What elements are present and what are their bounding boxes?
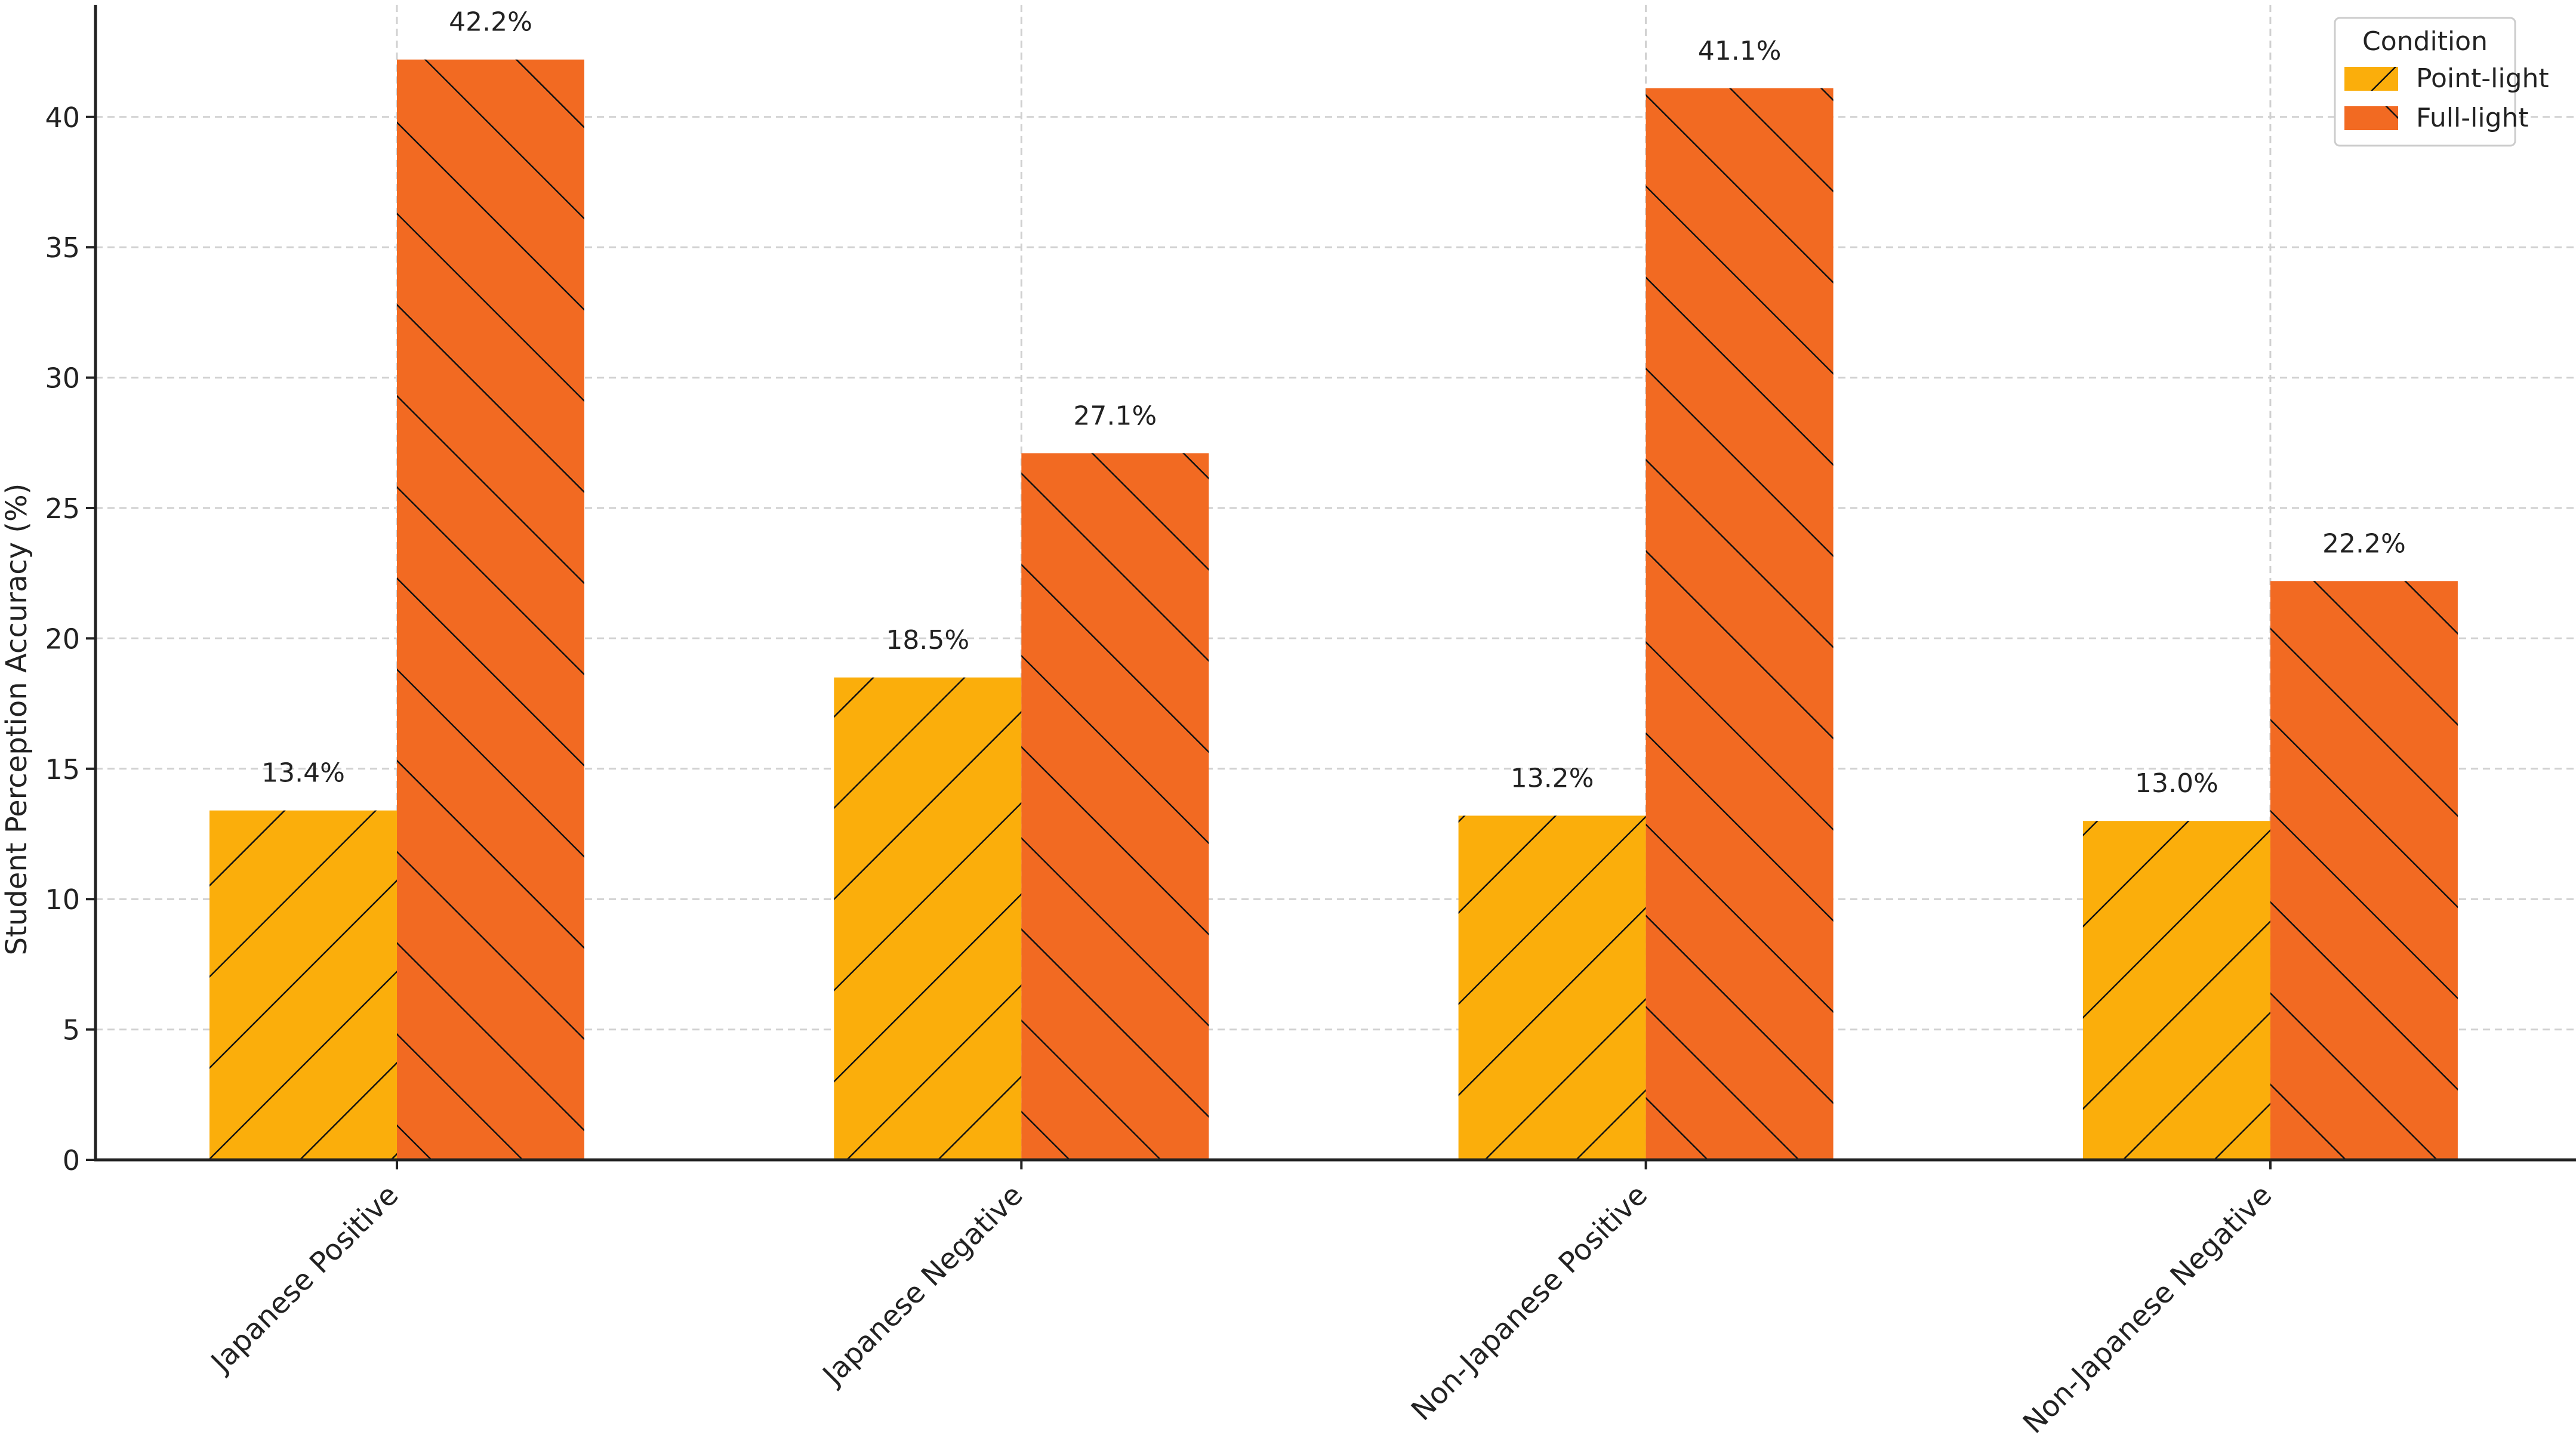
x-tick-label: Non-Japanese Positive [1405, 1178, 1654, 1427]
x-tick-label: Japanese Negative [815, 1178, 1030, 1393]
y-tick-label: 15 [45, 753, 80, 786]
y-tick-label: 20 [45, 623, 80, 655]
legend: Condition Point-light Full-light [2334, 17, 2549, 147]
data-label: 13.2% [1511, 763, 1594, 793]
y-tick-label: 30 [45, 362, 80, 395]
axes: Student Perception Accuracy (%) 0 5 10 15 20… [0, 5, 2576, 1440]
legend-title: Condition [2362, 26, 2488, 57]
y-tick-label: 40 [45, 101, 80, 134]
data-label: 27.1% [1073, 401, 1157, 431]
data-label: 13.4% [261, 758, 345, 789]
legend-label: Point-light [2416, 63, 2549, 94]
bars [209, 59, 2458, 1160]
y-tick-label: 0 [63, 1144, 80, 1177]
x-tick-label: Japanese Positive [204, 1178, 405, 1380]
legend-label: Full-light [2416, 103, 2529, 133]
legend-swatch-hatch [2344, 67, 2398, 91]
legend-swatch-hatch [2344, 106, 2398, 130]
bar-hatch [209, 810, 397, 1160]
y-tick-label: 25 [45, 492, 80, 525]
bar-hatch [1021, 453, 1209, 1160]
y-tick-label: 10 [45, 883, 80, 916]
bar-hatch [1458, 815, 1646, 1160]
bar-hatch [2082, 821, 2270, 1160]
bar-hatch [1646, 88, 1834, 1160]
x-tick-label: Non-Japanese Negative [2017, 1178, 2279, 1440]
data-label: 18.5% [886, 625, 969, 655]
y-tick-label: 35 [45, 232, 80, 264]
bar-hatch [2270, 581, 2458, 1160]
y-axis-title: Student Perception Accuracy (%) [0, 484, 33, 956]
data-label: 22.2% [2322, 528, 2406, 559]
y-tick-label: 5 [63, 1014, 80, 1046]
data-labels: 13.4% 18.5% 13.2% 13.0% 42.2% 27.1% 41.1% 22.2% [261, 7, 2406, 799]
data-label: 13.0% [2135, 768, 2218, 799]
bar-hatch [397, 59, 584, 1160]
data-label: 42.2% [449, 7, 532, 38]
data-label: 41.1% [1698, 36, 1782, 66]
bar-hatch [834, 677, 1022, 1160]
